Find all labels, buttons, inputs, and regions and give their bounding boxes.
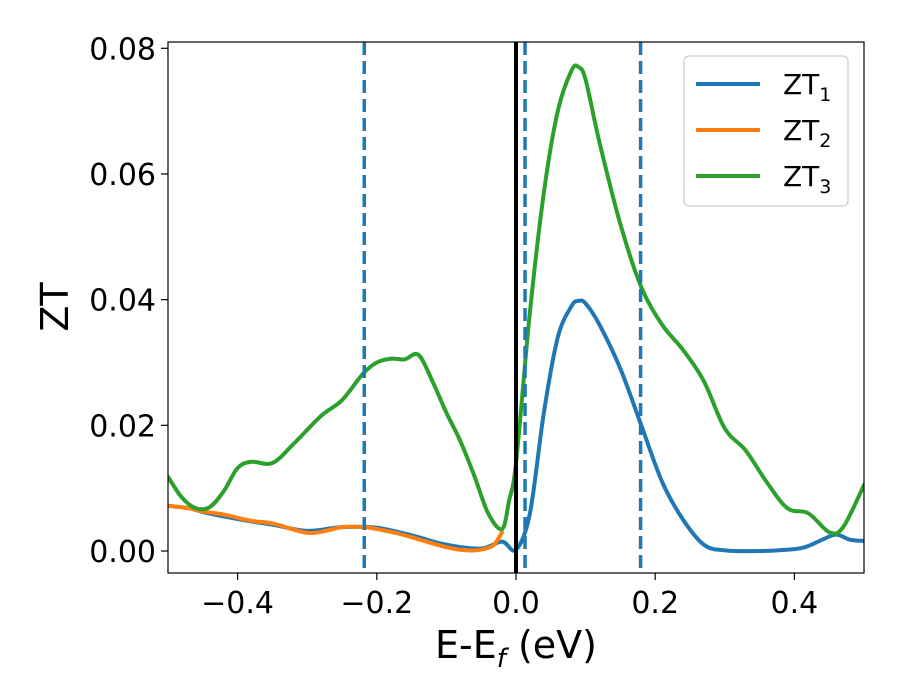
x-tick-label: 0.0 [492, 586, 540, 621]
x-axis-label: E-Ef (eV) [435, 623, 597, 674]
legend: ZT1 ZT2 ZT3 [683, 55, 849, 207]
series-line-zt2 [168, 503, 505, 553]
x-tick-label: 0.2 [631, 586, 679, 621]
legend-label-zt1: ZT1 [783, 68, 831, 106]
legend-label-zt2: ZT2 [783, 114, 831, 152]
axes: −0.4 −0.2 0.0 0.2 0.4 0.00 0.02 0.04 0.06 0.08 [89, 32, 865, 621]
legend-box [683, 55, 849, 207]
y-tick-label: 0.08 [89, 32, 156, 67]
y-tick-label: 0.04 [89, 284, 156, 319]
y-axis-label: ZT [33, 282, 77, 332]
x-tick-label: 0.4 [771, 586, 819, 621]
y-tick-label: 0.00 [89, 535, 156, 570]
plot-area [168, 42, 864, 573]
x-tick-label: −0.2 [340, 586, 413, 621]
y-tick-label: 0.02 [89, 409, 156, 444]
y-tick-label: 0.06 [89, 158, 156, 193]
legend-label-zt3: ZT3 [783, 160, 831, 198]
series-line-zt3 [168, 63, 864, 536]
x-tick-label: −0.4 [201, 586, 274, 621]
